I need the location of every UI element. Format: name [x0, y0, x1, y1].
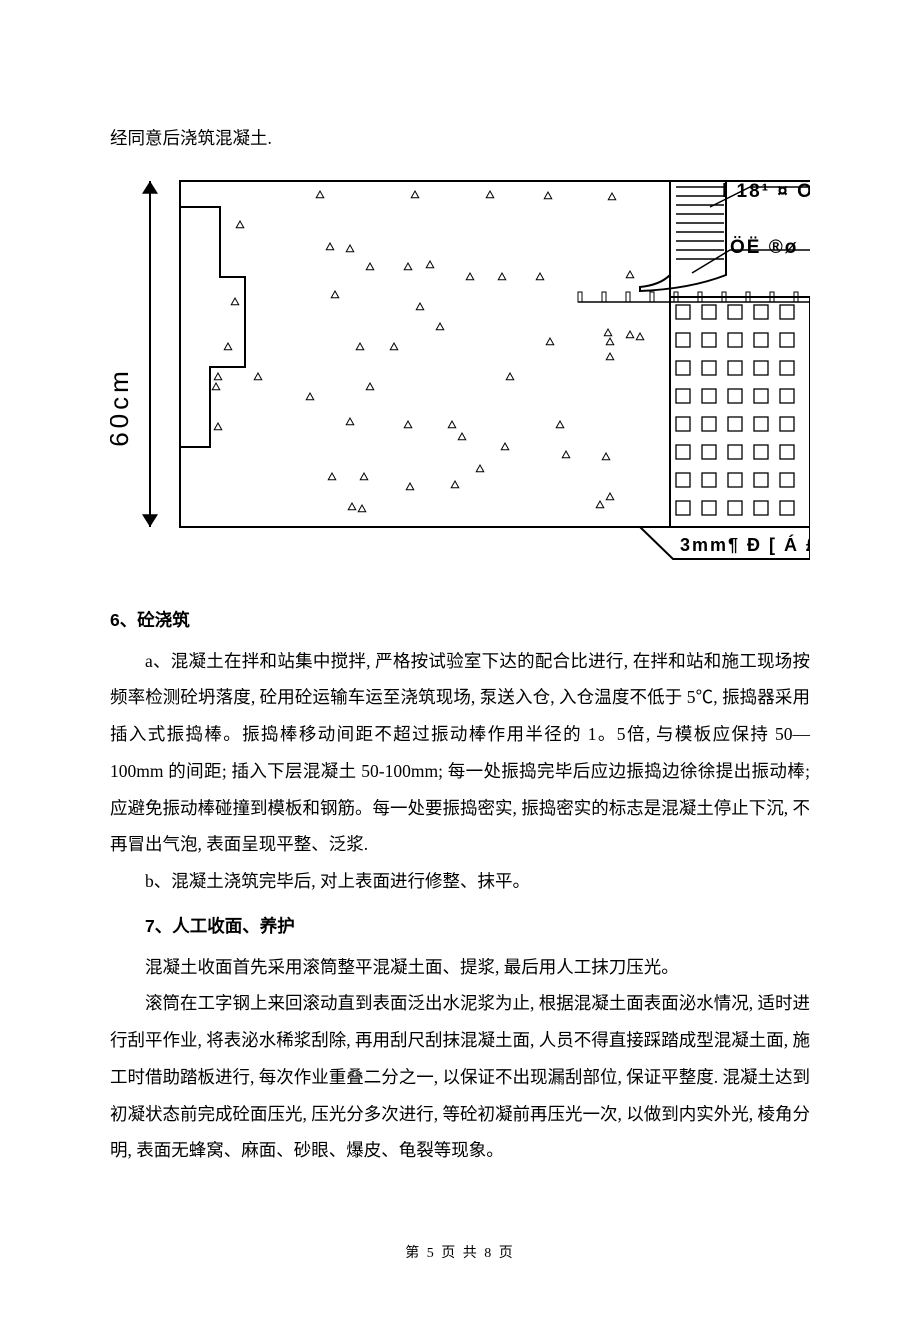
section-6-para-b: b、混凝土浇筑完毕后, 对上表面进行修整、抹平。 [110, 863, 810, 900]
svg-text:ÖË ®ø: ÖË ®ø [730, 237, 798, 258]
svg-text:l 18¹ ¤ ÖÖ: l 18¹ ¤ ÖÖ [722, 181, 810, 202]
svg-text:60cm: 60cm [110, 367, 134, 447]
page-footer: 第 5 页 共 8 页 [110, 1239, 810, 1268]
section-7-para-2: 滚筒在工字钢上来回滚动直到表面泛出水泥浆为止, 根据混凝土面表面泌水情况, 适时… [110, 985, 810, 1169]
section-7-para-1: 混凝土收面首先采用滚筒整平混凝土面、提浆, 最后用人工抹刀压光。 [110, 949, 810, 986]
intro-text: 经同意后浇筑混凝土. [110, 120, 810, 157]
section-6-heading: 6、砼浇筑 [110, 602, 810, 639]
construction-diagram: 60cm l 18¹ ¤ ÖÖ ÖË ®ø 3mm¶ Ð [ Á £ [110, 177, 810, 572]
section-7-heading: 7、人工收面、养护 [110, 908, 810, 945]
section-6-para-a: a、混凝土在拌和站集中搅拌, 严格按试验室下达的配合比进行, 在拌和站和施工现场… [110, 643, 810, 864]
svg-text:3mm¶ Ð [ Á £: 3mm¶ Ð [ Á £ [680, 534, 810, 555]
